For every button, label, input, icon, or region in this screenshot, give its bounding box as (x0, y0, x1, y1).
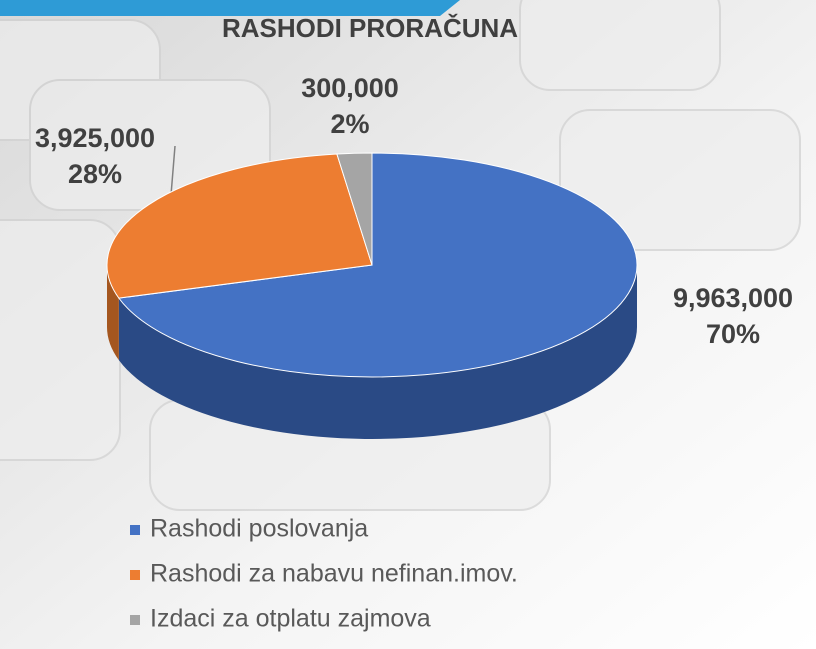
legend-label: Rashodi poslovanja (150, 515, 368, 543)
slice (117, 152, 638, 378)
percent-label: 28% (68, 159, 122, 189)
decor-keys (0, 0, 801, 511)
percent-label: 2% (330, 109, 369, 139)
header-bar (0, 0, 460, 16)
slice (106, 153, 373, 299)
chart-title: RASHODI PRORAČUNA (222, 13, 518, 43)
slice-side (118, 265, 637, 439)
slice (336, 152, 373, 266)
legend-label: Rashodi za nabavu nefinan.imov. (150, 560, 518, 588)
legend-swatch (130, 615, 140, 625)
legend-swatch (130, 570, 140, 580)
value-label: 300,000 (301, 73, 399, 103)
legend-label: Izdaci za otplatu zajmova (150, 605, 431, 633)
value-label: 3,925,000 (35, 123, 155, 153)
labels: 9,963,000 70% 3,925,000 28% 300,000 2% (35, 73, 793, 349)
leader-line (170, 145, 176, 196)
pie (106, 152, 638, 439)
slice-side (107, 265, 119, 361)
legend-swatch (130, 525, 140, 535)
legend: Rashodi poslovanja Rashodi za nabavu nefi… (130, 515, 518, 633)
percent-label: 70% (706, 319, 760, 349)
value-label: 9,963,000 (673, 283, 793, 313)
